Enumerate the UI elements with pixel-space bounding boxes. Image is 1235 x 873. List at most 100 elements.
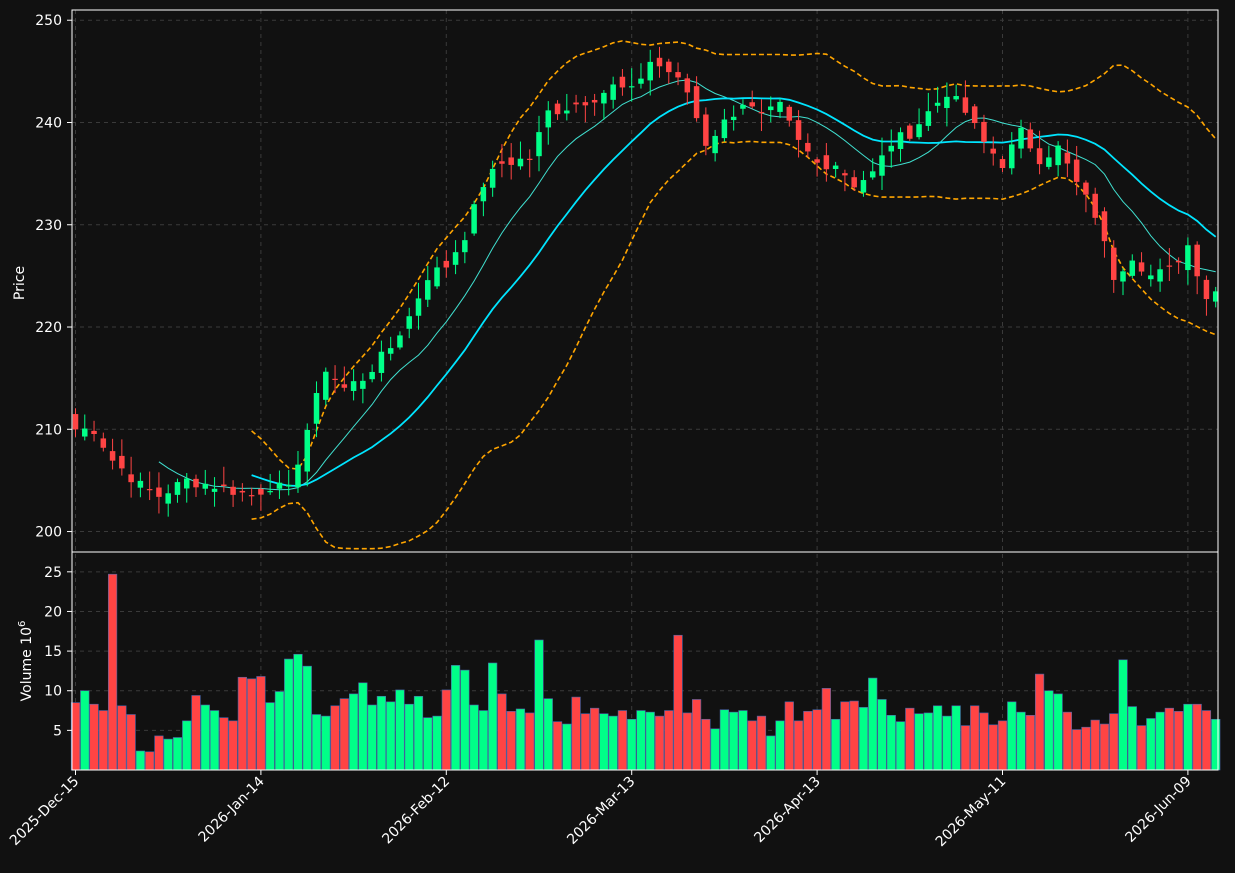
volume-bar	[654, 715, 665, 771]
volume-bar	[126, 714, 136, 771]
candle-body	[1120, 271, 1126, 282]
candle-body	[248, 495, 255, 497]
volume-bar	[1062, 711, 1072, 771]
candle-body	[851, 177, 857, 188]
candle-body	[267, 491, 273, 493]
volume-bar	[627, 718, 637, 771]
candle-body	[1212, 291, 1219, 302]
candle-body	[545, 110, 552, 128]
volume-axis-label: Volume 106	[17, 621, 35, 702]
candle-body	[517, 158, 524, 167]
volume-bar	[840, 701, 850, 771]
candle-body	[1046, 157, 1052, 167]
volume-bar	[849, 700, 859, 771]
volume-bar	[1127, 706, 1137, 771]
candle-body	[730, 116, 737, 121]
candle-body	[693, 86, 700, 119]
volume-bar	[404, 703, 414, 771]
candle-body	[879, 155, 885, 176]
candle-body	[786, 106, 793, 121]
volume-bar	[710, 728, 720, 771]
candle-body	[805, 142, 811, 152]
candle-body	[656, 57, 663, 67]
volume-bar	[617, 710, 628, 771]
ma-slow-line	[251, 97, 1217, 487]
volume-bar	[914, 713, 924, 771]
volume-bar	[562, 723, 572, 771]
candle-body	[1009, 144, 1015, 169]
volume-bar	[200, 704, 210, 771]
volume-bar	[831, 718, 841, 771]
volume-bar	[423, 717, 433, 771]
volume-bar	[580, 713, 590, 771]
candle-body	[443, 260, 450, 268]
candle-body	[508, 157, 514, 165]
candle-body	[628, 86, 635, 88]
candle-body	[489, 168, 496, 188]
volume-bar	[543, 698, 553, 771]
candle-body	[777, 101, 783, 112]
volume-bar	[1007, 701, 1017, 771]
volume-panel-frame	[71, 551, 1219, 771]
candle-body	[452, 252, 459, 265]
price-tick-label: 230	[35, 218, 62, 234]
candle-body	[425, 280, 431, 300]
volume-bar	[376, 695, 387, 771]
volume-bar	[228, 720, 238, 771]
candle-body	[573, 102, 579, 105]
volume-bar	[1072, 729, 1082, 771]
volume-bar	[895, 721, 906, 771]
candle-body	[666, 61, 672, 73]
volume-bar	[154, 735, 164, 771]
volume-bar	[1164, 707, 1174, 771]
volume-bar	[469, 704, 479, 771]
candle-body	[109, 451, 116, 461]
price-grid	[72, 10, 1218, 770]
candle-body	[211, 488, 218, 492]
candle-body	[721, 119, 728, 139]
candle-body	[842, 173, 848, 176]
candle-body	[378, 351, 385, 373]
volume-axis-exponent: 6	[17, 621, 28, 627]
candle-body	[684, 78, 691, 93]
candle-body	[415, 298, 422, 316]
volume-bar	[719, 709, 729, 771]
candle-body	[304, 429, 310, 472]
volume-bar	[256, 676, 266, 771]
candle-body	[869, 171, 876, 178]
volume-bar	[960, 725, 971, 771]
volume-bar	[1155, 711, 1165, 771]
candle-body	[647, 61, 653, 81]
volume-bar	[868, 677, 878, 771]
candle-body	[564, 110, 570, 114]
bollinger-bands	[251, 40, 1217, 550]
candle-body	[434, 267, 440, 287]
candle-body	[332, 378, 338, 381]
candle-body	[703, 114, 709, 146]
candle-body	[360, 380, 366, 389]
candle-body	[174, 482, 181, 495]
bollinger-lower	[251, 140, 1216, 550]
volume-bar	[608, 715, 618, 771]
candle-body	[925, 111, 932, 126]
candle-body	[369, 371, 375, 380]
volume-bar	[590, 707, 600, 771]
volume-bar	[821, 688, 831, 771]
volume-bar	[979, 712, 989, 771]
volume-bar	[645, 711, 655, 771]
price-tick-label: 210	[35, 422, 62, 438]
price-tick-label: 220	[35, 320, 62, 336]
candle-body	[610, 84, 616, 100]
volume-bar	[877, 699, 887, 771]
candle-body	[341, 384, 348, 388]
candle-body	[137, 480, 144, 488]
volume-bar	[673, 634, 683, 771]
volume-bar	[274, 691, 285, 771]
candle-body	[1129, 260, 1136, 276]
candle-body	[934, 102, 941, 106]
volume-bar	[209, 710, 220, 771]
volume-bar	[182, 720, 192, 771]
volume-bar	[339, 698, 349, 771]
candle-body	[82, 428, 88, 437]
